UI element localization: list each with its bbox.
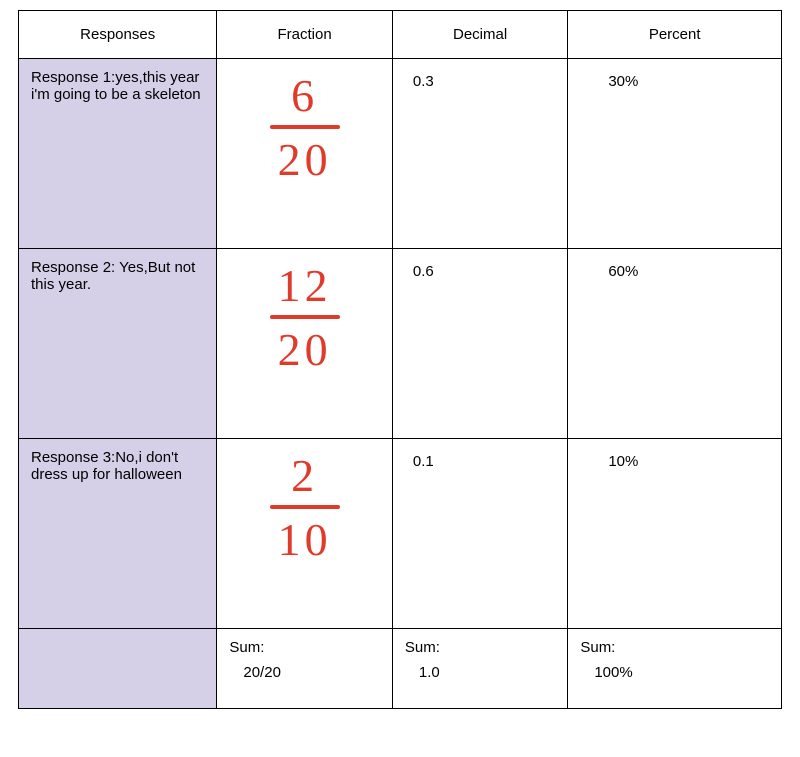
percent-cell: 30% (568, 59, 782, 249)
decimal-value: 0.1 (405, 449, 555, 470)
decimal-value: 0.6 (405, 259, 555, 280)
percent-cell: 10% (568, 439, 782, 629)
col-header-decimal: Decimal (392, 11, 567, 59)
handwritten-fraction: 6 20 (229, 69, 379, 183)
fraction-denominator: 10 (229, 517, 379, 563)
sum-row: Sum: 20/20 Sum: 1.0 Sum: 100% (19, 629, 782, 709)
fraction-numerator: 2 (229, 453, 379, 499)
fraction-bar (270, 505, 340, 509)
decimal-cell: 0.3 (392, 59, 567, 249)
sum-fraction-cell: Sum: 20/20 (217, 629, 392, 709)
sum-decimal-cell: Sum: 1.0 (392, 629, 567, 709)
table-row: Response 1:yes,this year i'm going to be… (19, 59, 782, 249)
fraction-cell: 2 10 (217, 439, 392, 629)
fraction-denominator: 20 (229, 327, 379, 373)
sum-percent: 100% (580, 656, 769, 681)
sum-label: Sum: (580, 639, 769, 656)
col-header-percent: Percent (568, 11, 782, 59)
fraction-cell: 6 20 (217, 59, 392, 249)
fraction-cell: 12 20 (217, 249, 392, 439)
table-row: Response 2: Yes,But not this year. 12 20… (19, 249, 782, 439)
fraction-numerator: 12 (229, 263, 379, 309)
percent-value: 30% (580, 69, 769, 90)
fraction-bar (270, 125, 340, 129)
percent-value: 10% (580, 449, 769, 470)
responses-table: Responses Fraction Decimal Percent Respo… (18, 10, 782, 709)
percent-value: 60% (580, 259, 769, 280)
fraction-bar (270, 315, 340, 319)
col-header-fraction: Fraction (217, 11, 392, 59)
sum-label: Sum: (229, 639, 379, 656)
response-text: Response 2: Yes,But not this year. (19, 249, 217, 439)
fraction-numerator: 6 (229, 73, 379, 119)
percent-cell: 60% (568, 249, 782, 439)
sum-response-empty (19, 629, 217, 709)
handwritten-fraction: 2 10 (229, 449, 379, 563)
col-header-responses: Responses (19, 11, 217, 59)
sum-decimal: 1.0 (405, 656, 555, 681)
response-text: Response 3:No,i don't dress up for hallo… (19, 439, 217, 629)
fraction-denominator: 20 (229, 137, 379, 183)
decimal-value: 0.3 (405, 69, 555, 90)
sum-fraction: 20/20 (229, 656, 379, 681)
response-text: Response 1:yes,this year i'm going to be… (19, 59, 217, 249)
sum-percent-cell: Sum: 100% (568, 629, 782, 709)
handwritten-fraction: 12 20 (229, 259, 379, 373)
decimal-cell: 0.6 (392, 249, 567, 439)
decimal-cell: 0.1 (392, 439, 567, 629)
table-header-row: Responses Fraction Decimal Percent (19, 11, 782, 59)
sum-label: Sum: (405, 639, 555, 656)
table-row: Response 3:No,i don't dress up for hallo… (19, 439, 782, 629)
